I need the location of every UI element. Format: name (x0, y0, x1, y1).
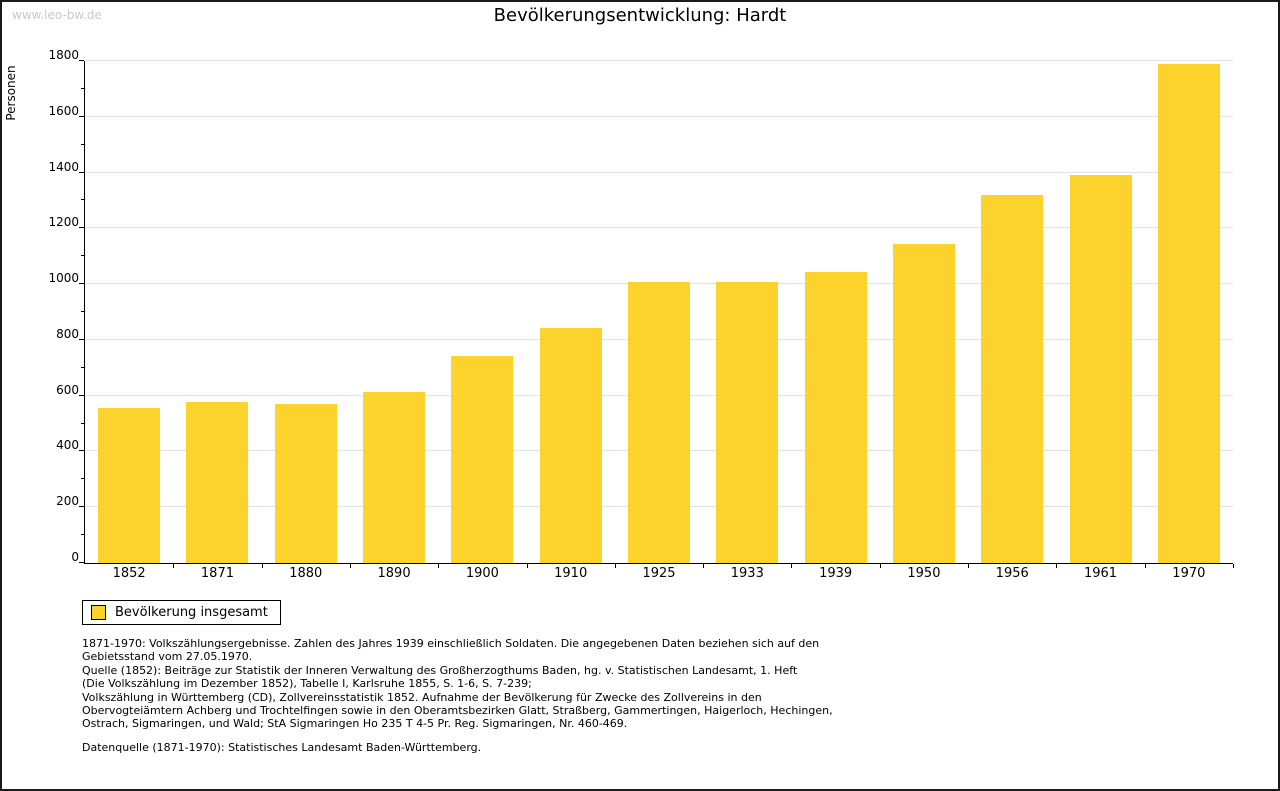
x-tick-label-1871: 1871 (200, 566, 234, 581)
y-tick-400 (79, 450, 84, 452)
gridline-1800 (85, 60, 1233, 61)
footnote-line-5: Volkszählung in Württemberg (CD), Zollve… (82, 690, 762, 704)
bar-1900 (451, 356, 514, 563)
y-tick-label-0: 0 (71, 550, 79, 564)
y-tick-600 (79, 394, 84, 396)
x-boundary-tick-8 (791, 564, 793, 568)
x-boundary-tick-end (1233, 564, 1234, 568)
y-tick-1600 (79, 115, 84, 117)
x-boundary-tick-9 (879, 564, 881, 568)
y-tick-label-1200: 1200 (48, 215, 79, 230)
y-tick-200 (79, 506, 84, 508)
footnote-line-3: Quelle (1852): Beiträge zur Statistik de… (82, 663, 798, 677)
y-tick-100 (81, 534, 84, 536)
y-tick-label-1000: 1000 (48, 271, 79, 286)
bar-1933 (716, 281, 779, 563)
y-tick-label-600: 600 (56, 382, 79, 397)
x-tick-label-1852: 1852 (112, 566, 146, 581)
x-tick-label-1956: 1956 (995, 566, 1029, 581)
y-tick-1200 (79, 227, 84, 229)
x-boundary-tick-11 (1056, 564, 1058, 568)
bar-1910 (539, 327, 602, 563)
x-tick-label-1925: 1925 (642, 566, 676, 581)
footnote-line-6: Obervogteiämtern Achberg und Trochtelfin… (82, 704, 833, 718)
x-boundary-tick-3 (349, 564, 351, 568)
bar-1939 (804, 272, 867, 563)
x-boundary-tick-6 (614, 564, 616, 568)
x-boundary-tick-7 (703, 564, 705, 568)
legend-swatch (91, 605, 106, 620)
bar-1950 (892, 243, 955, 563)
x-tick-label-1910: 1910 (554, 566, 588, 581)
bar-1880 (274, 403, 337, 563)
watermark-url: www.leo-bw.de (12, 8, 102, 22)
x-tick-label-1880: 1880 (289, 566, 323, 581)
page-title: Bevölkerungsentwicklung: Hardt (493, 5, 787, 26)
y-tick-1400 (79, 171, 84, 173)
plot-area: 0 200 400 600 800 1000 1200 1400 1600 1800 1852 187… (48, 49, 1234, 581)
y-tick-label-400: 400 (56, 438, 79, 453)
legend: Bevölkerung insgesamt (82, 600, 281, 625)
y-tick-1000 (79, 283, 84, 285)
y-tick-300 (81, 478, 84, 480)
bar-1961 (1069, 175, 1132, 563)
x-tick-label-1900: 1900 (465, 566, 499, 581)
bar-1852 (98, 408, 161, 563)
y-tick-label-1600: 1600 (48, 103, 79, 118)
bar-1956 (981, 194, 1044, 563)
y-tick-0 (79, 562, 84, 563)
y-tick-1500 (81, 143, 84, 145)
x-boundary-tick-12 (1144, 564, 1146, 568)
footnote-line-4: (Die Volkszählung im Dezember 1852), Tab… (82, 677, 532, 691)
x-boundary-tick-10 (968, 564, 970, 568)
gridline-1200 (85, 227, 1233, 229)
y-tick-1700 (81, 87, 84, 89)
x-tick-label-1890: 1890 (377, 566, 411, 581)
x-boundary-tick-4 (438, 564, 440, 568)
y-tick-700 (81, 366, 84, 368)
gridline-1600 (85, 115, 1233, 117)
x-boundary-tick-1 (173, 564, 175, 568)
y-axis-title: Personen (4, 65, 18, 121)
y-tick-1800 (79, 60, 84, 61)
footnotes: 1871-1970: Volkszählungsergebnisse. Zahl… (82, 637, 833, 731)
footnote-line-1: 1871-1970: Volkszählungsergebnisse. Zahl… (82, 637, 820, 650)
y-tick-900 (81, 311, 84, 312)
y-tick-label-1400: 1400 (48, 159, 79, 174)
y-tick-1300 (81, 199, 84, 201)
bar-1871 (186, 401, 249, 563)
x-tick-label-1970: 1970 (1172, 566, 1206, 581)
bar-1890 (363, 392, 426, 563)
x-boundary-tick-5 (526, 564, 528, 568)
x-tick-label-1961: 1961 (1083, 566, 1118, 581)
bar-1925 (628, 281, 690, 563)
y-tick-label-1800: 1800 (48, 48, 79, 62)
y-tick-label-800: 800 (56, 326, 79, 341)
footnote-line-2: Gebietsstand vom 27.05.1970. (82, 650, 253, 664)
footnote-line-7: Ostrach, Sigmaringen, und Wald; StA Sigm… (82, 717, 628, 731)
y-tick-label-200: 200 (56, 494, 79, 509)
x-tick-label-1933: 1933 (730, 566, 764, 581)
datasource-line: Datenquelle (1871-1970): Statistisches L… (82, 741, 482, 754)
x-tick-label-1950: 1950 (907, 566, 941, 581)
bar-1970 (1157, 63, 1220, 563)
x-boundary-tick-2 (261, 564, 263, 568)
x-tick-label-1939: 1939 (819, 566, 853, 581)
y-tick-1100 (81, 255, 84, 257)
y-tick-800 (79, 338, 84, 340)
legend-label: Bevölkerung insgesamt (115, 605, 268, 620)
y-tick-500 (81, 422, 84, 424)
gridline-1400 (85, 171, 1233, 173)
